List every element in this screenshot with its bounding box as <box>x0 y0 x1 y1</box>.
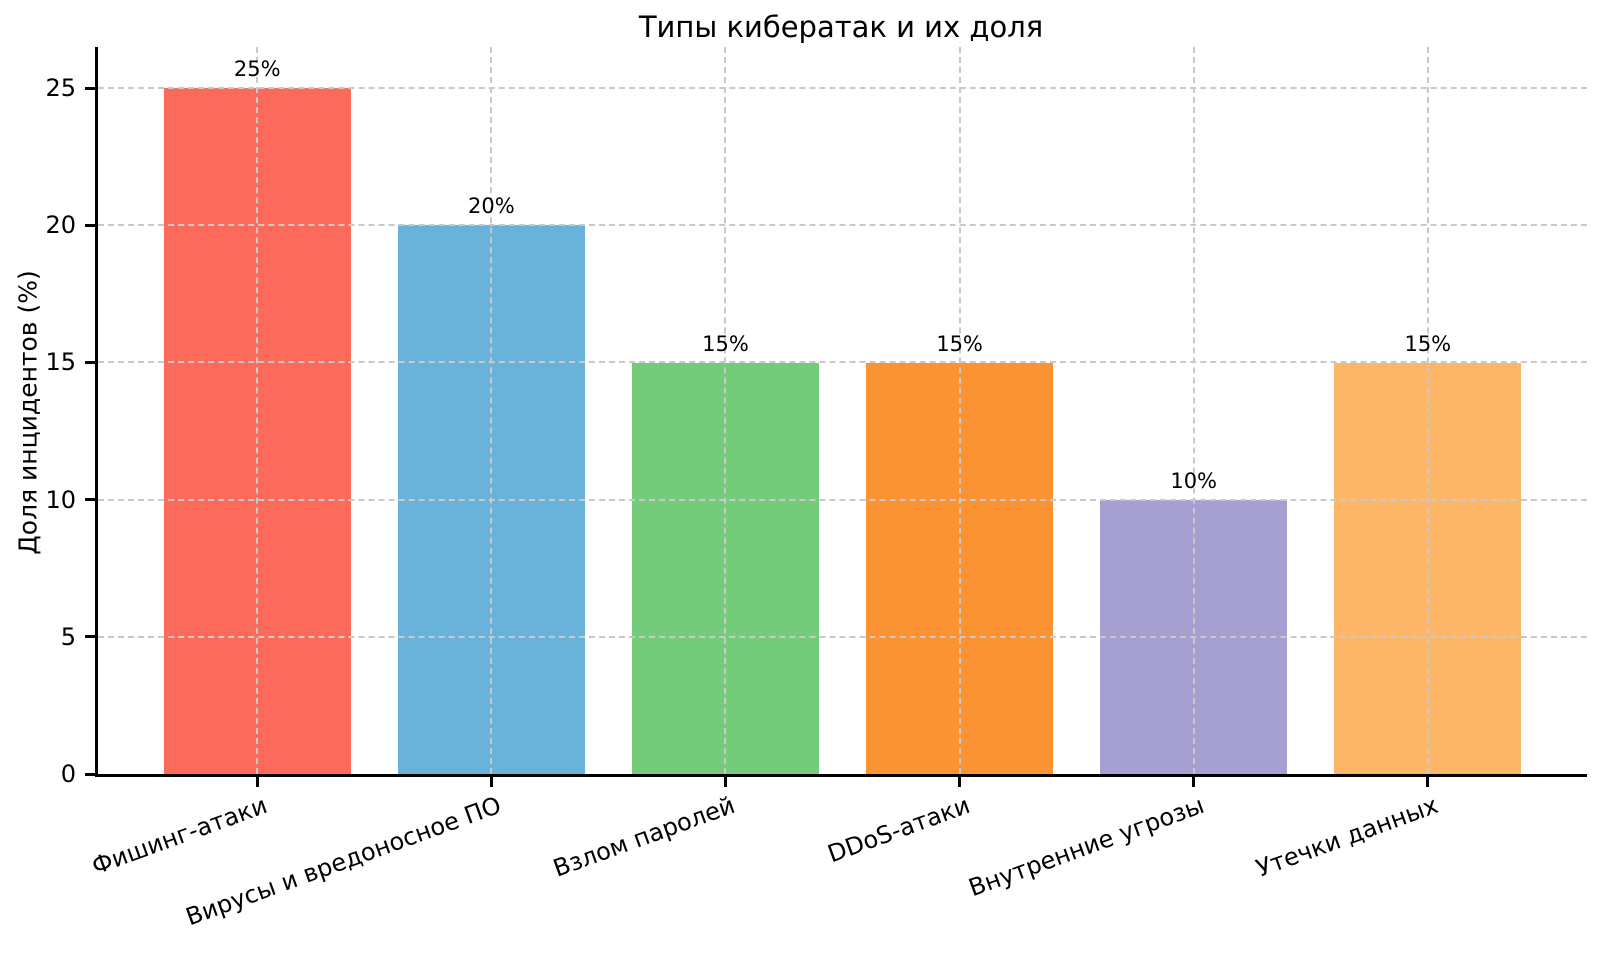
x-tick-mark <box>1426 777 1430 787</box>
y-gridline <box>98 635 1587 638</box>
y-gridline <box>98 224 1587 227</box>
x-gridline <box>256 47 259 774</box>
x-tick-label-text: Внутренние угрозы <box>964 791 1208 903</box>
y-tick-mark <box>85 360 95 364</box>
x-tick-label: Вирусы и вредоносное ПО <box>0 791 505 931</box>
x-tick-label-text: Взлом паролей <box>549 791 740 883</box>
x-tick-mark <box>489 777 493 787</box>
y-tick-mark <box>85 86 95 90</box>
y-tick-label: 10 <box>45 485 76 514</box>
y-tick-mark <box>85 772 95 776</box>
x-tick-label: Взлом паролей <box>209 791 739 883</box>
x-tick-mark <box>1192 777 1196 787</box>
x-tick-label: Внутренние угрозы <box>678 791 1207 902</box>
bar-value-label: 15% <box>936 331 983 356</box>
x-tick-label-text: Утечки данных <box>1252 791 1442 883</box>
x-tick-label: Утечки данных <box>912 791 1441 883</box>
x-tick-mark <box>255 777 259 787</box>
y-tick-mark <box>85 498 95 502</box>
x-tick-label-text: Вирусы и вредоносное ПО <box>182 791 505 932</box>
y-gridline <box>98 361 1587 364</box>
y-axis-label: Доля инцидентов (%) <box>13 270 43 555</box>
x-tick-label-text: DDoS-атаки <box>823 791 974 869</box>
y-tick-mark <box>85 223 95 227</box>
y-tick-mark <box>85 635 95 639</box>
y-tick-label: 5 <box>60 622 76 651</box>
bar-value-label: 15% <box>1404 331 1452 356</box>
x-gridline <box>490 47 493 774</box>
y-tick-label: 15 <box>45 348 76 377</box>
x-tick-mark <box>958 777 962 787</box>
x-gridline <box>958 47 961 774</box>
x-gridline <box>1192 47 1195 774</box>
y-tick-label: 20 <box>45 211 76 240</box>
x-gridline <box>724 47 727 774</box>
y-tick-label: 0 <box>60 760 76 788</box>
x-gridline <box>1426 47 1429 774</box>
y-gridline <box>98 498 1587 501</box>
x-tick-mark <box>723 777 727 787</box>
x-tick-label: Фишинг-атаки <box>0 791 271 880</box>
y-gridline <box>98 87 1587 90</box>
chart-title: Типы кибератак и их доля <box>638 10 1044 44</box>
x-tick-label-text: Фишинг-атаки <box>88 791 271 881</box>
bar-value-label: 20% <box>467 194 515 219</box>
x-tick-label: DDoS-атаки <box>444 791 974 868</box>
bar-value-label: 15% <box>702 331 749 356</box>
plot-area: 0 5 10 15 20 25 25% Фишинг-атаки 20% Вирусы и вре… <box>45 47 1587 931</box>
y-tick-label: 25 <box>45 74 76 103</box>
bar-value-label: 10% <box>1170 468 1218 493</box>
bar-value-label: 25% <box>233 57 281 82</box>
